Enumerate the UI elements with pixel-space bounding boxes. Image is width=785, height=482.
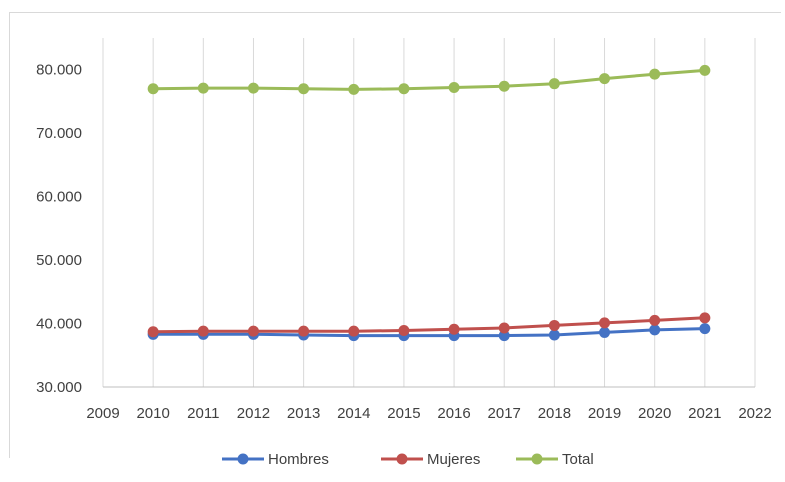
series-line-hombres <box>151 327 707 338</box>
x-tick-label: 2022 <box>738 405 771 422</box>
data-point-mujeres <box>649 314 661 326</box>
x-tick-label: 2019 <box>588 405 621 422</box>
data-point-total <box>599 73 611 85</box>
data-point-total <box>548 78 560 90</box>
x-tick-label: 2018 <box>538 405 571 422</box>
data-point-mujeres <box>448 323 460 335</box>
x-tick-label: 2016 <box>437 405 470 422</box>
data-point-hombres <box>548 329 560 341</box>
x-tick-label: 2010 <box>136 405 169 422</box>
data-point-mujeres <box>548 319 560 331</box>
legend-marker-hombres <box>237 453 249 465</box>
data-point-total <box>498 80 510 92</box>
legend-marker-total <box>531 453 543 465</box>
x-tick-label: 2014 <box>337 405 370 422</box>
x-tick-label: 2013 <box>287 405 320 422</box>
data-point-total <box>147 83 159 95</box>
data-point-total <box>448 81 460 93</box>
data-point-mujeres <box>147 326 159 338</box>
data-point-mujeres <box>348 325 360 337</box>
data-point-mujeres <box>699 312 711 324</box>
data-point-hombres <box>699 323 711 335</box>
y-tick-label: 60.000 <box>36 189 82 206</box>
data-point-hombres <box>498 330 510 342</box>
legend-marker-mujeres <box>396 453 408 465</box>
y-tick-label: 30.000 <box>36 379 82 396</box>
data-point-total <box>247 82 259 94</box>
data-point-total <box>197 82 209 94</box>
data-point-total <box>298 83 310 95</box>
data-point-mujeres <box>298 325 310 337</box>
chart-frame <box>9 12 781 458</box>
legend-label-total: Total <box>562 451 594 468</box>
y-tick-label: 40.000 <box>36 316 82 333</box>
data-point-mujeres <box>498 322 510 334</box>
x-tick-label: 2020 <box>638 405 671 422</box>
data-point-mujeres <box>247 325 259 337</box>
data-point-mujeres <box>599 317 611 329</box>
y-tick-label: 70.000 <box>36 125 82 142</box>
x-tick-label: 2009 <box>86 405 119 422</box>
data-point-hombres <box>599 326 611 338</box>
x-tick-label: 2017 <box>488 405 521 422</box>
data-point-total <box>348 83 360 95</box>
data-point-total <box>699 64 711 76</box>
x-tick-label: 2011 <box>187 405 219 422</box>
x-tick-label: 2012 <box>237 405 270 422</box>
legend-label-hombres: Hombres <box>268 451 329 468</box>
data-point-mujeres <box>398 325 410 337</box>
x-tick-label: 2021 <box>688 405 721 422</box>
data-point-total <box>649 68 661 80</box>
series-line-mujeres <box>151 316 707 334</box>
x-tick-label: 2015 <box>387 405 420 422</box>
legend-label-mujeres: Mujeres <box>427 451 480 468</box>
series-line-total <box>151 68 707 91</box>
data-point-mujeres <box>197 325 209 337</box>
y-tick-label: 50.000 <box>36 252 82 269</box>
data-point-total <box>398 83 410 95</box>
data-point-hombres <box>649 324 661 336</box>
y-tick-label: 80.000 <box>36 62 82 79</box>
